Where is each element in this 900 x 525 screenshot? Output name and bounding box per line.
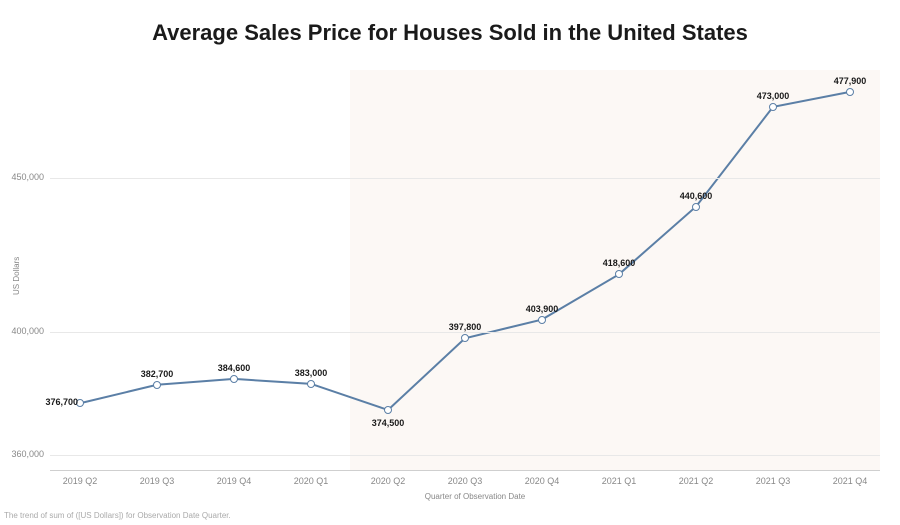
data-label: 383,000: [286, 368, 336, 378]
footnote: The trend of sum of ([US Dollars]) for O…: [4, 511, 231, 520]
data-label: 440,600: [671, 191, 721, 201]
gridline: [50, 455, 880, 456]
x-tick-label: 2020 Q3: [435, 476, 495, 486]
data-label: 403,900: [517, 304, 567, 314]
data-label: 418,600: [594, 258, 644, 268]
x-tick-label: 2019 Q4: [204, 476, 264, 486]
data-marker: [307, 380, 315, 388]
data-label: 477,900: [825, 76, 875, 86]
x-tick-label: 2021 Q2: [666, 476, 726, 486]
data-label: 374,500: [363, 418, 413, 428]
data-marker: [692, 203, 700, 211]
x-tick-label: 2021 Q3: [743, 476, 803, 486]
series-line: [80, 92, 850, 410]
gridline: [50, 178, 880, 179]
data-label: 473,000: [748, 91, 798, 101]
x-tick-label: 2020 Q4: [512, 476, 572, 486]
data-label: 382,700: [132, 369, 182, 379]
data-marker: [384, 406, 392, 414]
plot-area: 376,700382,700384,600383,000374,500397,8…: [50, 70, 880, 470]
x-tick-label: 2020 Q1: [281, 476, 341, 486]
data-label: 384,600: [209, 363, 259, 373]
x-tick-label: 2019 Q3: [127, 476, 187, 486]
data-marker: [153, 381, 161, 389]
data-label: 397,800: [440, 322, 490, 332]
y-tick-label: 400,000: [4, 326, 44, 336]
data-marker: [461, 334, 469, 342]
x-axis-label: Quarter of Observation Date: [405, 492, 545, 501]
x-tick-label: 2021 Q1: [589, 476, 649, 486]
data-label: 376,700: [28, 397, 78, 407]
chart-container: { "chart": { "type": "line", "title": "A…: [0, 0, 900, 525]
data-marker: [615, 270, 623, 278]
x-tick-label: 2021 Q4: [820, 476, 880, 486]
y-tick-label: 360,000: [4, 449, 44, 459]
data-marker: [538, 316, 546, 324]
data-marker: [846, 88, 854, 96]
chart-title: Average Sales Price for Houses Sold in t…: [0, 20, 900, 46]
y-axis-label: US Dollars: [12, 257, 21, 295]
y-tick-label: 450,000: [4, 172, 44, 182]
x-axis-line: [50, 470, 880, 471]
line-layer: [50, 70, 880, 470]
x-tick-label: 2019 Q2: [50, 476, 110, 486]
x-tick-label: 2020 Q2: [358, 476, 418, 486]
data-marker: [230, 375, 238, 383]
data-marker: [769, 103, 777, 111]
